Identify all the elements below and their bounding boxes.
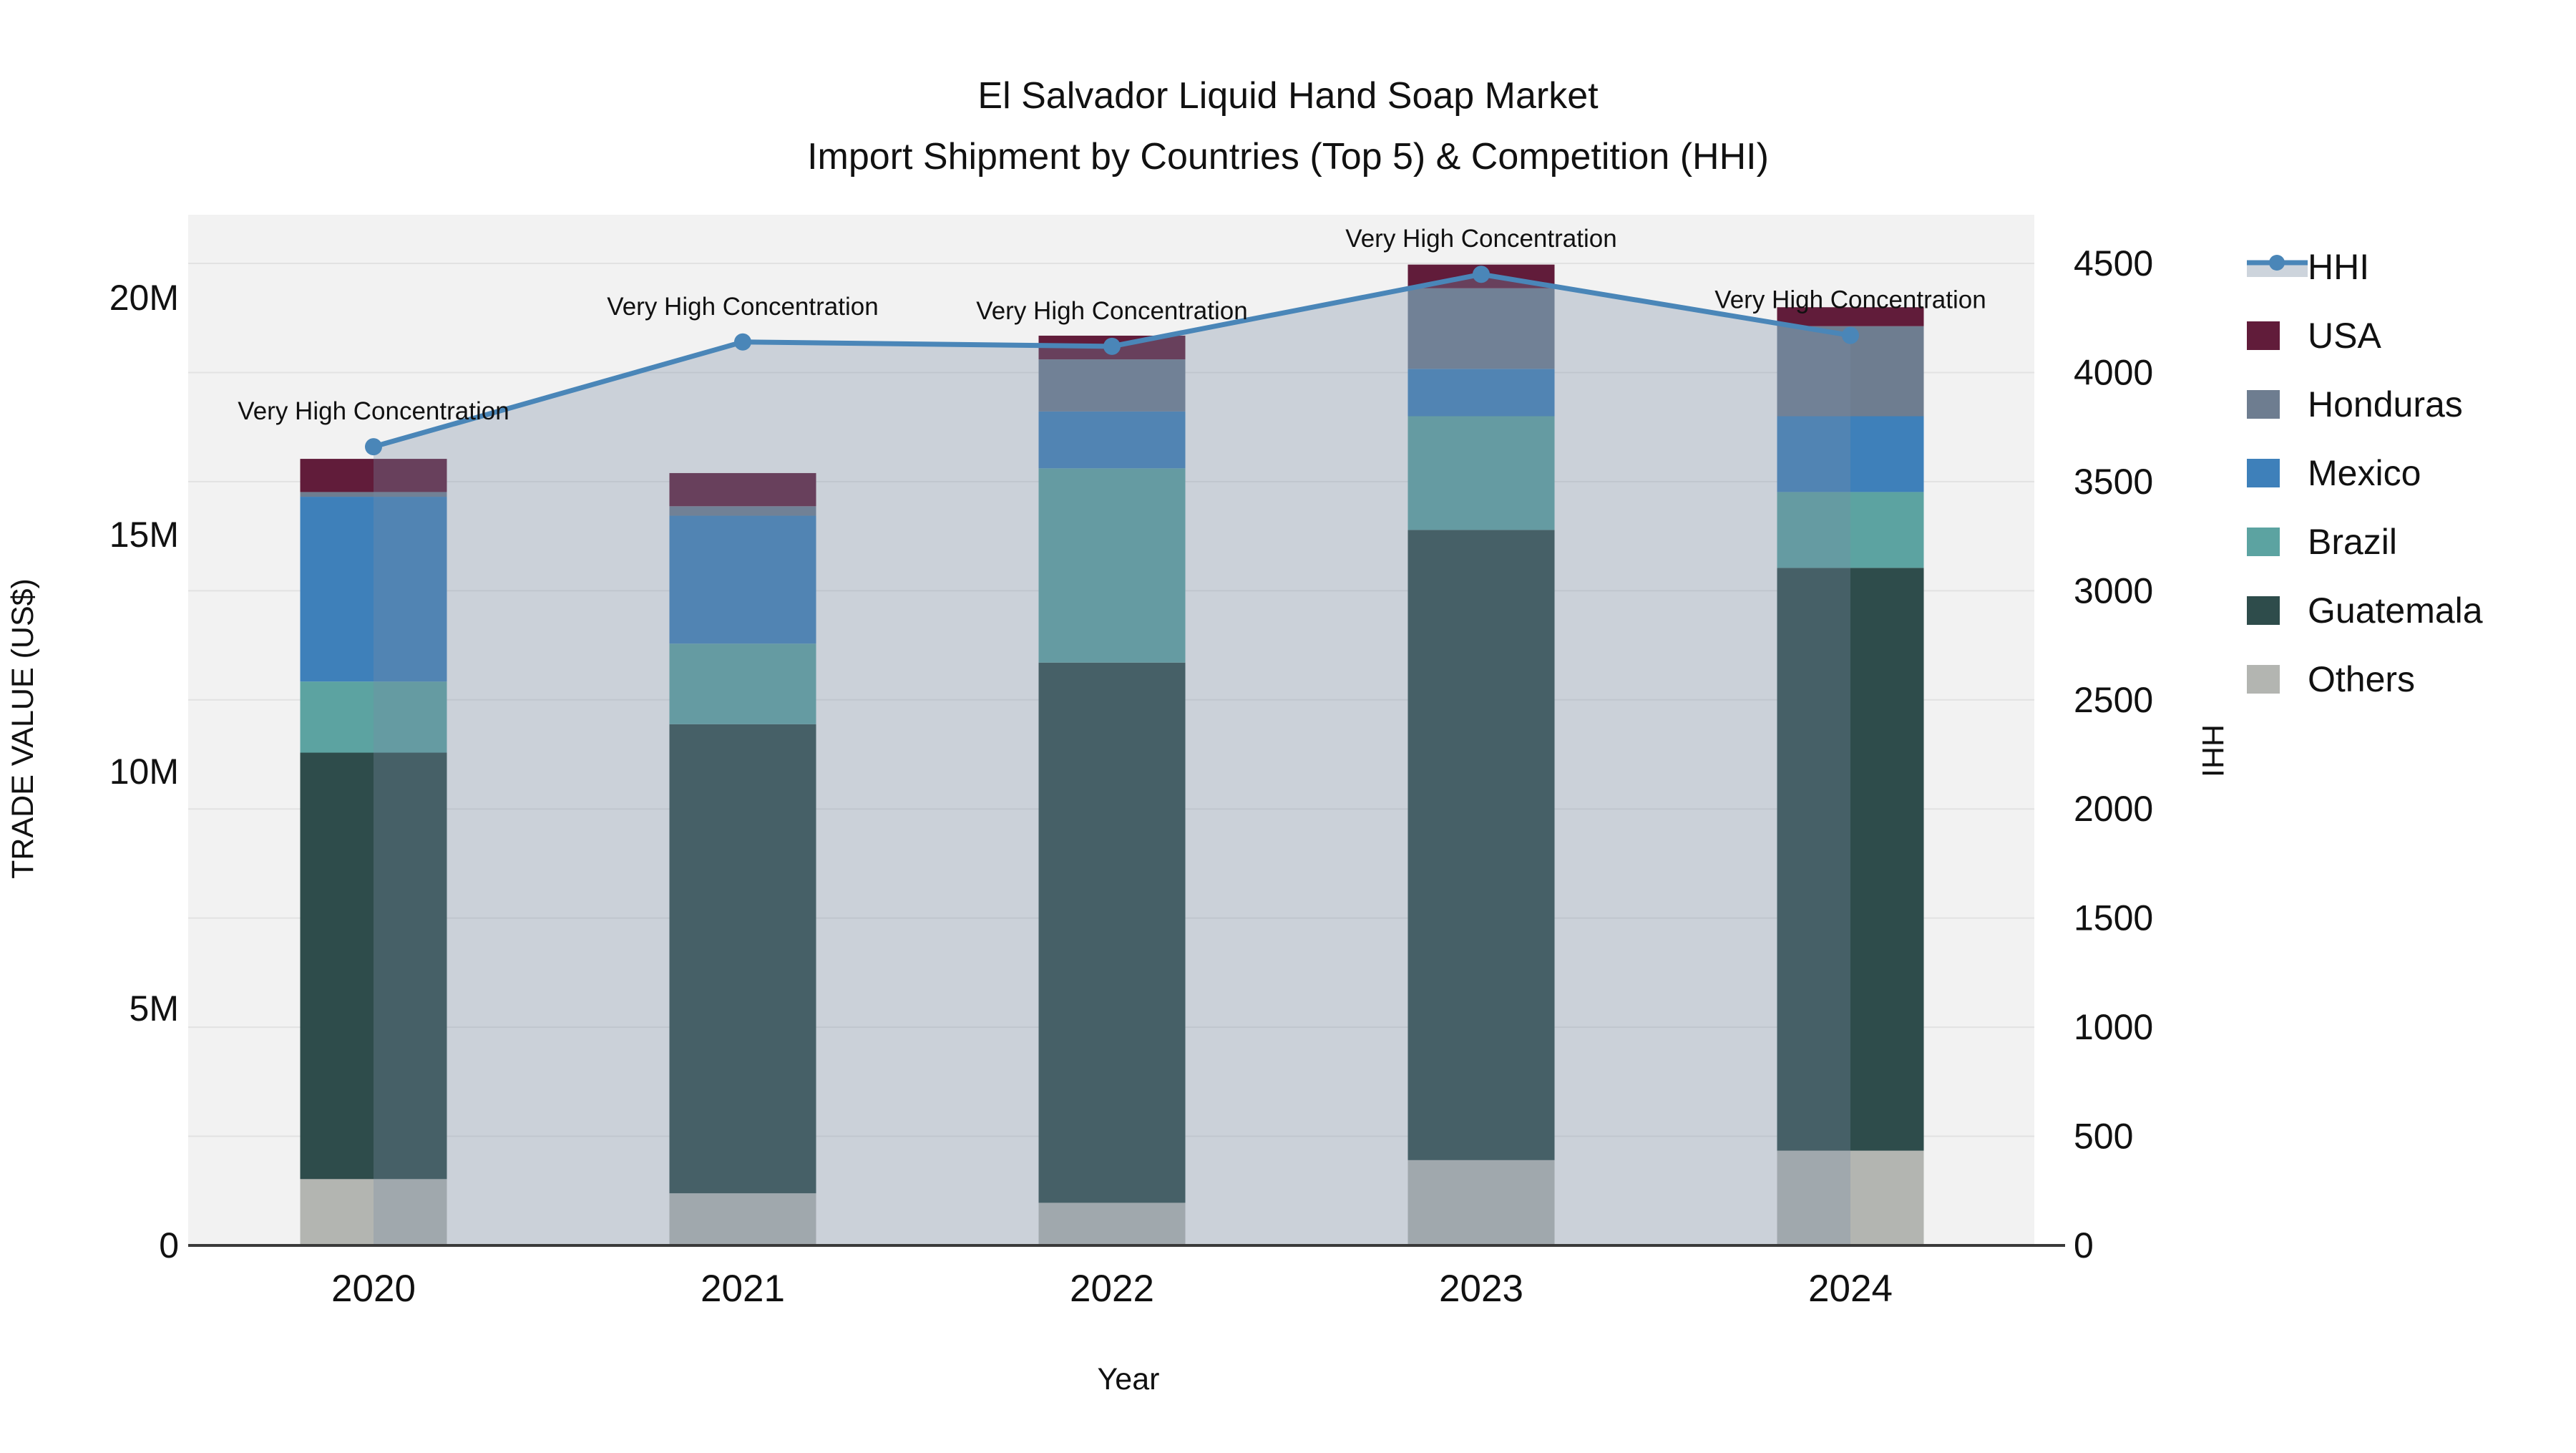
hhi-marker-2020: [365, 438, 382, 456]
bar-brazil-2023: [1407, 416, 1555, 530]
legend-label-guatemala: Guatemala: [2308, 591, 2483, 631]
x-tick-2020: 2020: [331, 1268, 416, 1310]
legend-label-hhi: HHI: [2308, 247, 2370, 287]
chart-title-line1: El Salvador Liquid Hand Soap Market: [977, 75, 1599, 117]
annotation-2021: Very High Concentration: [607, 293, 878, 321]
annotation-2020: Very High Concentration: [238, 397, 509, 425]
hhi-marker-2024: [1842, 326, 1859, 344]
legend-label-usa: USA: [2308, 316, 2381, 356]
chart-title-line2: Import Shipment by Countries (Top 5) & C…: [807, 136, 1769, 178]
x-tick-2022: 2022: [1070, 1268, 1154, 1310]
bar-others-2023: [1407, 1160, 1555, 1245]
y-right-tick-0: 0: [2074, 1225, 2094, 1265]
legend-swatch-honduras: [2247, 390, 2308, 419]
legend-label-brazil: Brazil: [2308, 522, 2398, 562]
legend-swatch-usa: [2247, 321, 2308, 350]
y-left-tick-10M: 10M: [109, 752, 179, 792]
legend: HHI USA Honduras Mexico Brazil Guatemala Other…: [2247, 233, 2483, 714]
y-right-tick-500: 500: [2074, 1117, 2133, 1157]
legend-item-hhi[interactable]: HHI: [2247, 233, 2483, 301]
legend-swatch-others: [2247, 665, 2308, 694]
bar-honduras-2023: [1407, 288, 1555, 369]
bar-mexico-2023: [1407, 369, 1555, 417]
legend-item-honduras[interactable]: Honduras: [2247, 370, 2483, 439]
y-left-tick-15M: 15M: [109, 515, 179, 555]
bar-mexico-2022: [1038, 411, 1186, 469]
x-axis-title: Year: [1098, 1362, 1160, 1396]
bar-brazil-2024: [1777, 492, 1924, 568]
bar-guatemala-2021: [669, 724, 816, 1194]
x-tick-2023: 2023: [1439, 1268, 1523, 1310]
legend-label-mexico: Mexico: [2308, 453, 2421, 493]
y-left-tick-0: 0: [159, 1225, 179, 1265]
hhi-marker-2021: [734, 333, 751, 351]
legend-hhi-line-glyph: [2247, 251, 2308, 283]
y-right-tick-1500: 1500: [2074, 898, 2153, 938]
y-right-tick-4500: 4500: [2074, 243, 2153, 283]
bar-guatemala-2022: [1038, 662, 1186, 1203]
legend-swatch-guatemala: [2247, 596, 2308, 625]
bar-others-2024: [1777, 1150, 1924, 1245]
bar-brazil-2022: [1038, 468, 1186, 663]
y-left-tick-5M: 5M: [130, 988, 179, 1029]
y-right-tick-1000: 1000: [2074, 1007, 2153, 1047]
bar-usa-2020: [300, 459, 447, 492]
plot-layer: Very High Concentration Very High Concent…: [109, 215, 2153, 1310]
x-tick-2021: 2021: [701, 1268, 785, 1310]
bar-brazil-2021: [669, 643, 816, 724]
bar-honduras-2021: [669, 506, 816, 516]
bar-mexico-2020: [300, 497, 447, 682]
bar-usa-2024: [1777, 307, 1924, 326]
y-right-tick-4000: 4000: [2074, 352, 2153, 392]
bar-guatemala-2023: [1407, 530, 1555, 1160]
hhi-marker-2022: [1103, 337, 1121, 355]
legend-item-others[interactable]: Others: [2247, 645, 2483, 714]
x-tick-2024: 2024: [1808, 1268, 1893, 1310]
y-right-tick-2000: 2000: [2074, 789, 2153, 829]
legend-swatch-mexico: [2247, 459, 2308, 487]
y-left-tick-20M: 20M: [109, 278, 179, 318]
y-right-tick-3000: 3000: [2074, 570, 2153, 611]
legend-label-others: Others: [2308, 659, 2416, 699]
bar-guatemala-2020: [300, 752, 447, 1180]
bar-honduras-2020: [300, 492, 447, 497]
bar-guatemala-2024: [1777, 568, 1924, 1151]
annotation-2022: Very High Concentration: [976, 297, 1247, 325]
y-axis-title-left: TRADE VALUE (US$): [6, 578, 40, 879]
bar-others-2022: [1038, 1202, 1186, 1245]
legend-item-mexico[interactable]: Mexico: [2247, 439, 2483, 507]
legend-label-honduras: Honduras: [2308, 384, 2463, 424]
bar-honduras-2022: [1038, 359, 1186, 412]
bar-usa-2021: [669, 472, 816, 507]
bar-mexico-2024: [1777, 416, 1924, 492]
legend-item-usa[interactable]: USA: [2247, 301, 2483, 370]
legend-item-guatemala[interactable]: Guatemala: [2247, 576, 2483, 645]
hhi-area-fill: [374, 274, 1850, 1245]
bar-mexico-2021: [669, 515, 816, 644]
annotation-2024: Very High Concentration: [1714, 286, 1986, 314]
annotation-2023: Very High Concentration: [1345, 225, 1616, 253]
hhi-marker-2023: [1473, 266, 1490, 283]
y-right-tick-3500: 3500: [2074, 462, 2153, 502]
legend-swatch-brazil: [2247, 528, 2308, 556]
bar-others-2021: [669, 1193, 816, 1245]
bar-brazil-2020: [300, 681, 447, 753]
y-right-tick-2500: 2500: [2074, 680, 2153, 720]
bar-others-2020: [300, 1179, 447, 1245]
legend-item-brazil[interactable]: Brazil: [2247, 507, 2483, 576]
y-axis-title-right: HHI: [2195, 724, 2230, 777]
